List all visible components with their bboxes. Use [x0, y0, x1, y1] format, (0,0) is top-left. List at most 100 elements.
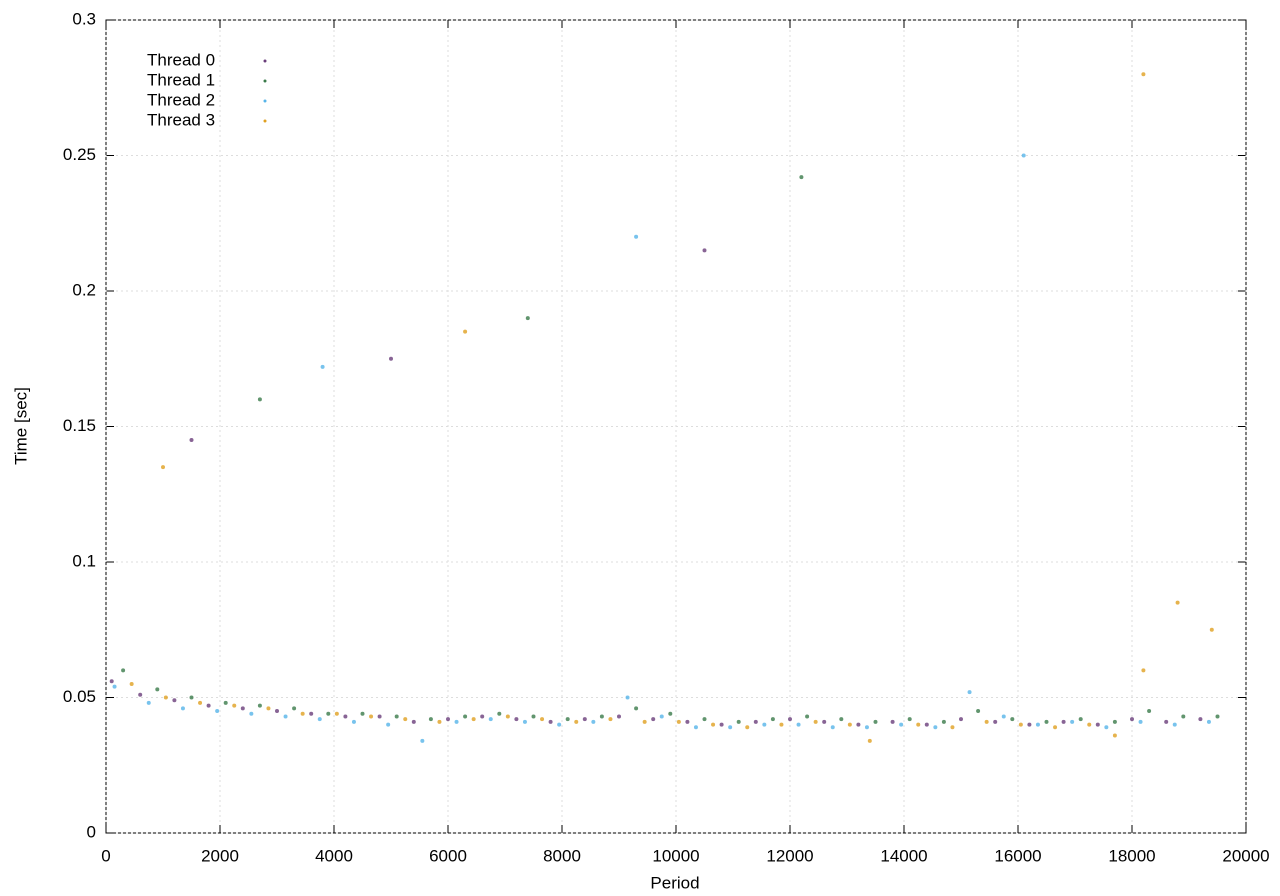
- point: [599, 714, 604, 719]
- point: [463, 714, 468, 719]
- x-tick-label: 6000: [429, 846, 467, 865]
- point: [659, 714, 664, 719]
- point: [890, 719, 895, 724]
- point: [360, 711, 365, 716]
- point: [924, 722, 929, 727]
- point: [1206, 719, 1211, 724]
- point: [522, 719, 527, 724]
- point: [189, 695, 194, 700]
- point: [950, 725, 955, 730]
- point: [1095, 722, 1100, 727]
- point: [873, 719, 878, 724]
- point: [830, 725, 835, 730]
- point: [1175, 600, 1180, 605]
- x-tick-label: 16000: [994, 846, 1041, 865]
- point: [428, 717, 433, 722]
- point: [693, 725, 698, 730]
- point: [257, 397, 262, 402]
- point: [1112, 733, 1117, 738]
- point: [651, 717, 656, 722]
- point: [805, 714, 810, 719]
- x-tick-label: 0: [101, 846, 110, 865]
- legend-marker: [263, 99, 267, 103]
- y-axis-label: Time [sec]: [11, 387, 30, 465]
- point: [109, 679, 114, 684]
- point: [497, 711, 502, 716]
- x-tick-label: 14000: [880, 846, 927, 865]
- point: [488, 717, 493, 722]
- legend-label: Thread 2: [147, 90, 215, 109]
- point: [1027, 722, 1032, 727]
- point: [1141, 668, 1146, 673]
- point: [702, 717, 707, 722]
- point: [1172, 722, 1177, 727]
- point: [411, 719, 416, 724]
- point: [275, 709, 279, 714]
- point: [711, 722, 716, 727]
- point: [386, 722, 391, 727]
- point: [1164, 719, 1169, 724]
- point: [1021, 153, 1026, 158]
- point: [266, 706, 271, 711]
- point: [1078, 717, 1083, 722]
- y-tick-label: 0.15: [63, 416, 96, 435]
- point: [941, 719, 946, 724]
- point: [762, 722, 767, 727]
- x-axis-label: Period: [650, 873, 699, 892]
- point: [180, 706, 185, 711]
- point: [437, 719, 442, 724]
- point: [736, 719, 741, 724]
- point: [172, 698, 177, 703]
- point: [249, 711, 254, 716]
- point: [206, 703, 211, 708]
- point: [317, 717, 322, 722]
- point: [907, 717, 912, 722]
- x-tick-label: 2000: [201, 846, 239, 865]
- point: [702, 248, 707, 253]
- point: [1087, 722, 1092, 727]
- point: [668, 711, 673, 716]
- point: [916, 722, 921, 727]
- x-tick-label: 20000: [1222, 846, 1269, 865]
- point: [1141, 72, 1146, 77]
- point: [813, 719, 818, 724]
- point: [1001, 714, 1006, 719]
- point: [634, 234, 639, 239]
- y-tick-label: 0.05: [63, 687, 96, 706]
- point: [608, 717, 613, 722]
- point: [146, 700, 151, 705]
- y-tick-label: 0: [87, 822, 96, 841]
- point: [1215, 714, 1220, 719]
- point: [223, 700, 228, 705]
- point: [1209, 627, 1214, 632]
- legend-label: Thread 1: [147, 70, 215, 89]
- point: [334, 711, 339, 716]
- point: [540, 717, 545, 722]
- point: [770, 717, 775, 722]
- point: [1035, 722, 1040, 727]
- point: [867, 738, 872, 743]
- point: [864, 725, 869, 730]
- point: [822, 719, 827, 724]
- point: [642, 719, 647, 724]
- x-tick-label: 18000: [1108, 846, 1155, 865]
- y-tick-label: 0.25: [63, 145, 96, 164]
- legend-marker: [263, 59, 267, 63]
- point: [454, 719, 459, 724]
- point: [1138, 719, 1143, 724]
- legend-label: Thread 0: [147, 50, 215, 69]
- point: [967, 690, 972, 695]
- point: [557, 722, 562, 727]
- point: [625, 695, 630, 700]
- point: [283, 714, 288, 719]
- point: [976, 709, 981, 714]
- point: [403, 717, 408, 722]
- point: [1044, 719, 1049, 724]
- point: [309, 711, 314, 716]
- point: [112, 684, 117, 689]
- point: [788, 717, 792, 722]
- point: [1198, 717, 1203, 722]
- point: [745, 725, 750, 730]
- point: [856, 722, 861, 727]
